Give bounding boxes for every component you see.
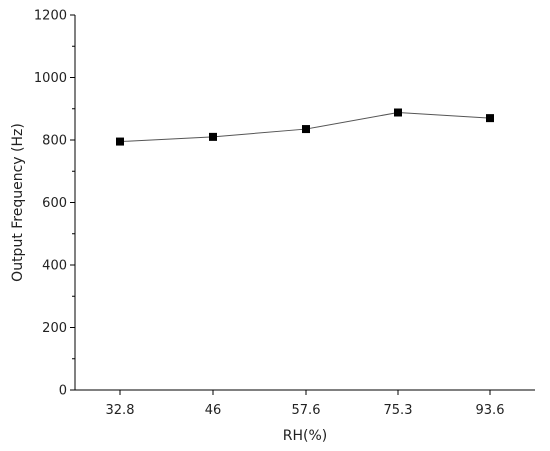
y-tick-label: 1000	[34, 71, 67, 86]
x-tick-label: 32.8	[106, 403, 135, 418]
x-tick-label: 93.6	[476, 403, 505, 418]
y-tick-label: 1200	[34, 9, 67, 24]
data-point-32.8	[116, 137, 124, 146]
x-tick-label: 46	[205, 403, 222, 418]
y-axis-title: Output Frequency (Hz)	[10, 123, 26, 282]
y-tick-label: 200	[42, 321, 67, 336]
y-tick-label: 600	[42, 196, 67, 211]
y-tick-label: 400	[42, 259, 67, 274]
x-tick-label: 75.3	[384, 403, 413, 418]
data-point-93.6	[486, 114, 494, 123]
data-point-46	[209, 132, 217, 141]
x-axis-title: RH(%)	[283, 428, 327, 444]
data-point-75.3	[394, 108, 402, 117]
data-point-57.6	[302, 125, 310, 134]
x-axis-ticks: 32.8 46 57.6 75.3 93.6	[106, 390, 505, 418]
series-markers	[116, 108, 494, 146]
y-axis-ticks: 0 200 400 600 800 1000 1200	[34, 9, 75, 399]
y-tick-label: 0	[59, 384, 67, 399]
y-tick-label: 800	[42, 134, 67, 149]
x-tick-label: 57.6	[292, 403, 321, 418]
